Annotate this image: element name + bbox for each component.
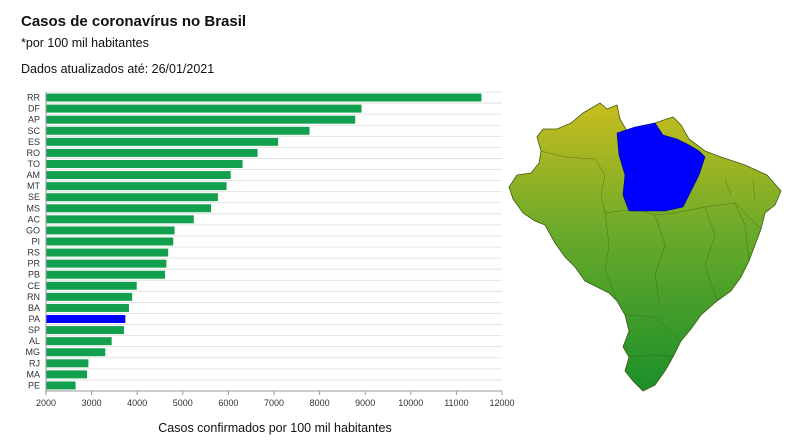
- category-label-GO: GO: [26, 225, 40, 235]
- bar-MA: [46, 370, 88, 379]
- bar-PI: [46, 237, 174, 246]
- bar-RN: [46, 292, 133, 301]
- x-tick-label: 3000: [82, 398, 102, 408]
- bar-PR: [46, 259, 167, 268]
- x-tick-label: 4000: [127, 398, 147, 408]
- category-label-DF: DF: [28, 104, 40, 114]
- category-label-RN: RN: [27, 292, 40, 302]
- x-tick-label: 12000: [489, 398, 514, 408]
- category-label-RJ: RJ: [29, 358, 40, 368]
- category-label-MS: MS: [27, 203, 41, 213]
- x-tick-label: 2000: [36, 398, 56, 408]
- category-label-PA: PA: [29, 314, 40, 324]
- bar-BA: [46, 303, 129, 312]
- chart-subtitle: *por 100 mil habitantes: [21, 36, 149, 50]
- bar-AC: [46, 215, 194, 224]
- category-label-SC: SC: [27, 126, 40, 136]
- bar-AL: [46, 337, 112, 346]
- category-label-BA: BA: [28, 303, 40, 313]
- bar-RJ: [46, 359, 89, 368]
- bar-RO: [46, 148, 258, 157]
- category-label-AL: AL: [29, 336, 40, 346]
- bar-CE: [46, 281, 137, 290]
- bar-MS: [46, 204, 212, 213]
- category-label-MA: MA: [27, 369, 41, 379]
- x-tick-label: 8000: [310, 398, 330, 408]
- update-date: Dados atualizados até: 26/01/2021: [21, 62, 215, 76]
- bar-DF: [46, 104, 362, 113]
- x-tick-label: 5000: [173, 398, 193, 408]
- grid-lines: [45, 91, 502, 392]
- bar-AP: [46, 115, 356, 124]
- bar-TO: [46, 159, 243, 168]
- category-label-TO: TO: [28, 159, 40, 169]
- x-tick-label: 9000: [355, 398, 375, 408]
- category-label-SP: SP: [28, 325, 40, 335]
- bar-MG: [46, 348, 106, 357]
- bar-SE: [46, 193, 218, 202]
- bars: [46, 93, 482, 390]
- category-label-PB: PB: [28, 270, 40, 280]
- brazil-outline: [508, 102, 782, 392]
- category-label-PE: PE: [28, 380, 40, 390]
- category-label-AP: AP: [28, 115, 40, 125]
- bar-ES: [46, 137, 279, 146]
- x-tick-label: 7000: [264, 398, 284, 408]
- category-label-PR: PR: [27, 259, 40, 269]
- category-label-SE: SE: [28, 192, 40, 202]
- bar-PE: [46, 381, 76, 390]
- bar-GO: [46, 226, 175, 235]
- category-label-MT: MT: [27, 181, 40, 191]
- x-tick-label: 6000: [218, 398, 238, 408]
- bar-MT: [46, 182, 227, 191]
- bar-AM: [46, 171, 231, 180]
- category-label-CE: CE: [27, 281, 40, 291]
- category-label-RR: RR: [27, 93, 40, 103]
- category-label-RS: RS: [27, 248, 40, 258]
- bar-RR: [46, 93, 482, 102]
- bar-RS: [46, 248, 169, 257]
- x-tick-label: 10000: [398, 398, 423, 408]
- x-axis-label: Casos confirmados por 100 mil habitantes: [158, 421, 392, 435]
- category-label-AM: AM: [27, 170, 41, 180]
- chart-title: Casos de coronavírus no Brasil: [21, 13, 247, 30]
- category-label-ES: ES: [28, 137, 40, 147]
- bar-SC: [46, 126, 310, 135]
- bar-PB: [46, 270, 166, 279]
- category-label-MG: MG: [26, 347, 41, 357]
- category-label-AC: AC: [27, 214, 40, 224]
- region-PA-highlight: [616, 122, 706, 212]
- state-borders: [540, 150, 762, 358]
- bar-SP: [46, 326, 124, 335]
- category-label-RO: RO: [27, 148, 41, 158]
- x-tick-label: 11000: [444, 398, 468, 408]
- bar-PA: [46, 315, 126, 324]
- brazil-map: [508, 102, 782, 392]
- category-label-PI: PI: [31, 237, 40, 247]
- x-axis-ticks: 2000 3000 4000 5000 6000 7000 8000 9000 10000 110…: [36, 391, 515, 408]
